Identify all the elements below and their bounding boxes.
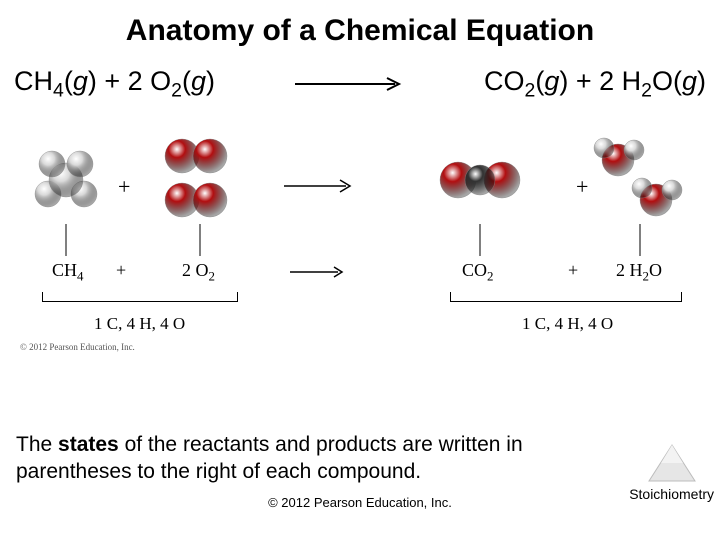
footer-copyright: © 2012 Pearson Education, Inc. xyxy=(0,495,720,510)
co2-label: CO2 xyxy=(462,260,494,285)
arrow-icon xyxy=(284,178,358,194)
ch4-label: CH4 xyxy=(52,260,84,285)
atom-count-left: 1 C, 4 H, 4 O xyxy=(94,314,185,334)
caption-text: The states of the reactants and products… xyxy=(16,432,600,486)
reaction-arrow-icon xyxy=(215,77,484,91)
bracket-left xyxy=(42,292,238,302)
triangle-icon xyxy=(647,443,697,483)
plus-icon: + xyxy=(576,174,588,200)
o2-label: 2 O2 xyxy=(182,260,215,285)
atom-count-right: 1 C, 4 H, 4 O xyxy=(522,314,613,334)
arrow-icon xyxy=(290,265,350,279)
plus-icon: + xyxy=(116,260,126,281)
plus-icon: + xyxy=(568,260,578,281)
equation-reactants: CH4(g) + 2 O2(g) xyxy=(14,66,215,102)
equation-products: CO2(g) + 2 H2O(g) xyxy=(484,66,706,102)
diagram-copyright: © 2012 Pearson Education, Inc. xyxy=(20,342,135,352)
page-title: Anatomy of a Chemical Equation xyxy=(0,0,720,48)
plus-icon: + xyxy=(118,174,130,200)
chemical-equation: CH4(g) + 2 O2(g) CO2(g) + 2 H2O(g) xyxy=(0,48,720,102)
h2o-label: 2 H2O xyxy=(616,260,662,285)
molecule-diagram: + + CH4 + 2 O2 CO2 + 2 H2O 1 C, 4 H, 4 O… xyxy=(20,120,700,370)
bracket-right xyxy=(450,292,682,302)
corner-badge: Stoichiometry xyxy=(629,443,714,502)
